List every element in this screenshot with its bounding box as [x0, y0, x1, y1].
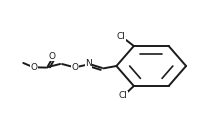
Text: O: O	[71, 63, 79, 72]
Text: Cl: Cl	[117, 32, 126, 41]
Text: O: O	[30, 63, 37, 72]
Text: O: O	[49, 52, 56, 61]
Text: N: N	[85, 59, 92, 68]
Text: Cl: Cl	[119, 91, 128, 100]
